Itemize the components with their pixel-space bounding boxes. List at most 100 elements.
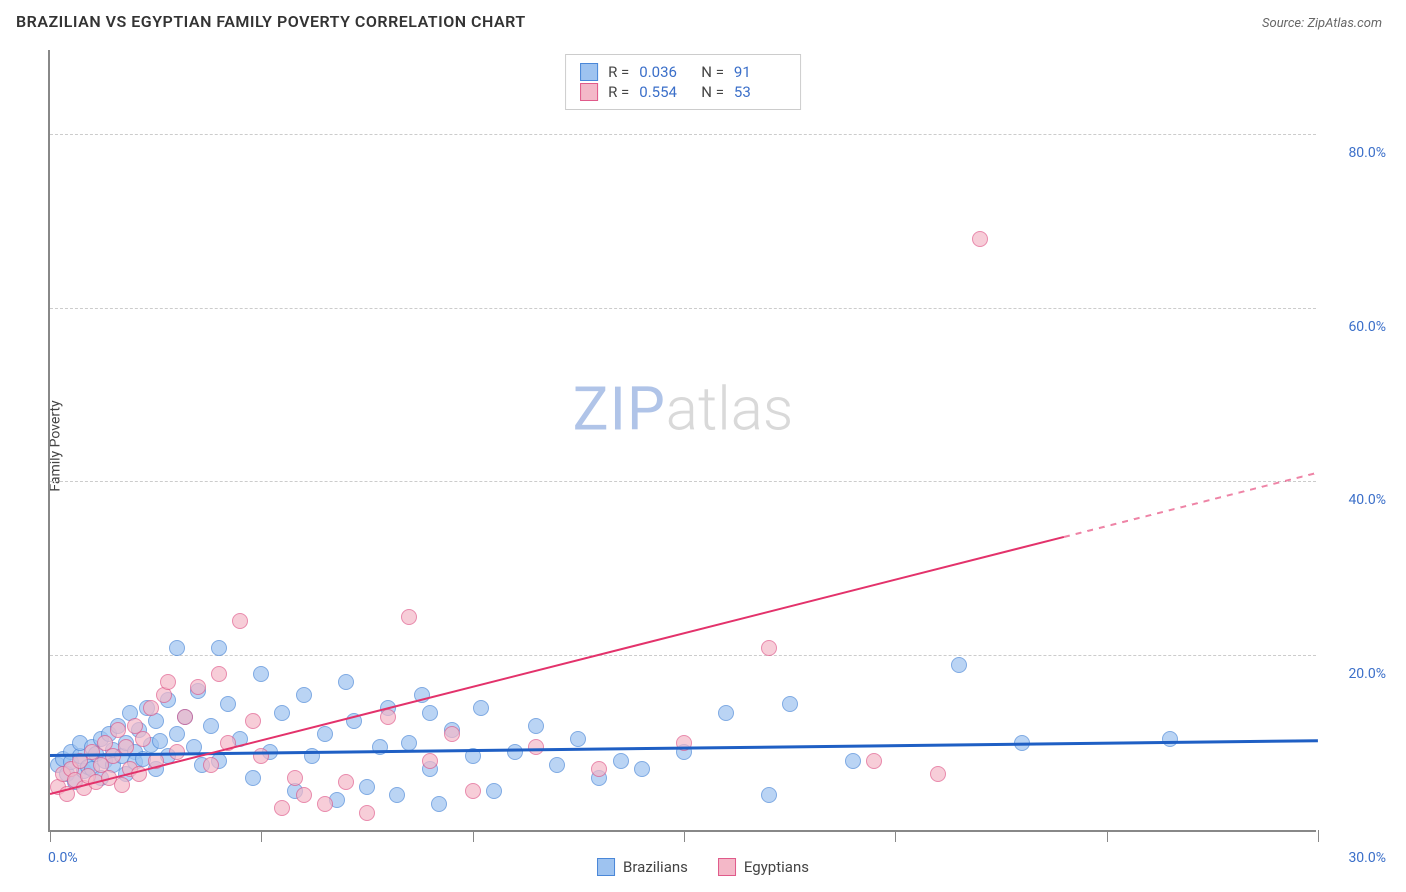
data-point xyxy=(143,700,159,716)
data-point xyxy=(372,739,388,755)
data-point xyxy=(296,787,312,803)
legend-swatch xyxy=(580,83,598,101)
data-point xyxy=(401,735,417,751)
data-point xyxy=(274,800,290,816)
n-label: N = xyxy=(701,83,724,101)
data-point xyxy=(359,779,375,795)
correlation-row: R = 0.036 N = 91 xyxy=(580,63,786,81)
data-point xyxy=(338,774,354,790)
data-point xyxy=(359,805,375,821)
data-point xyxy=(507,744,523,760)
series-legend: Brazilians Egyptians xyxy=(597,858,809,876)
data-point xyxy=(203,718,219,734)
x-tick-label: 30.0% xyxy=(1348,850,1386,866)
legend-swatch xyxy=(718,858,736,876)
data-point xyxy=(422,753,438,769)
y-tick-label: 60.0% xyxy=(1348,319,1386,335)
data-point xyxy=(389,787,405,803)
data-point xyxy=(114,777,130,793)
data-point xyxy=(613,753,629,769)
x-tick xyxy=(1107,830,1108,842)
data-point xyxy=(473,700,489,716)
data-point xyxy=(253,666,269,682)
n-label: N = xyxy=(701,63,724,81)
data-point xyxy=(570,731,586,747)
r-value: 0.036 xyxy=(639,63,691,81)
chart-title: BRAZILIAN VS EGYPTIAN FAMILY POVERTY COR… xyxy=(16,12,526,31)
data-point xyxy=(591,761,607,777)
data-point xyxy=(972,231,988,247)
n-value: 53 xyxy=(734,83,786,101)
data-point xyxy=(431,796,447,812)
data-point xyxy=(465,783,481,799)
data-point xyxy=(211,666,227,682)
data-point xyxy=(422,705,438,721)
legend-label: Egyptians xyxy=(744,858,809,876)
grid-line xyxy=(50,134,1316,135)
data-point xyxy=(211,640,227,656)
correlation-row: R = 0.554 N = 53 xyxy=(580,83,786,101)
x-tick xyxy=(1318,830,1319,842)
scatter-chart: ZIPatlas R =0.036N =91R =0.554N =53 20.0… xyxy=(48,50,1316,832)
r-value: 0.554 xyxy=(639,83,691,101)
source-prefix: Source: xyxy=(1262,16,1307,31)
legend-swatch xyxy=(597,858,615,876)
data-point xyxy=(220,696,236,712)
data-point xyxy=(634,761,650,777)
grid-line xyxy=(50,481,1316,482)
source-attribution: Source: ZipAtlas.com xyxy=(1262,12,1382,31)
r-label: R = xyxy=(608,63,629,81)
x-tick xyxy=(473,830,474,842)
data-point xyxy=(317,796,333,812)
data-point xyxy=(951,657,967,673)
data-point xyxy=(930,766,946,782)
watermark: ZIPatlas xyxy=(573,373,794,444)
x-tick xyxy=(50,830,51,842)
n-value: 91 xyxy=(734,63,786,81)
legend-swatch xyxy=(580,63,598,81)
data-point xyxy=(866,753,882,769)
x-tick xyxy=(684,830,685,842)
data-point xyxy=(160,674,176,690)
data-point xyxy=(761,640,777,656)
y-tick-label: 40.0% xyxy=(1348,492,1386,508)
x-tick xyxy=(895,830,896,842)
data-point xyxy=(232,613,248,629)
data-point xyxy=(317,726,333,742)
data-point xyxy=(782,696,798,712)
watermark-atlas: atlas xyxy=(666,373,794,444)
data-point xyxy=(287,770,303,786)
data-point xyxy=(401,609,417,625)
correlation-legend: R = 0.036 N = 91 R = 0.554 N = 53 xyxy=(565,54,801,110)
data-point xyxy=(177,709,193,725)
data-point xyxy=(152,733,168,749)
data-point xyxy=(135,731,151,747)
data-point xyxy=(444,726,460,742)
source-name: ZipAtlas.com xyxy=(1307,16,1382,31)
data-point xyxy=(203,757,219,773)
r-label: R = xyxy=(608,83,629,101)
grid-line xyxy=(50,655,1316,656)
data-point xyxy=(296,687,312,703)
watermark-zip: ZIP xyxy=(573,373,666,444)
data-point xyxy=(274,705,290,721)
grid-line xyxy=(50,308,1316,309)
legend-label: Brazilians xyxy=(623,858,688,876)
data-point xyxy=(169,726,185,742)
y-tick-label: 80.0% xyxy=(1348,145,1386,161)
data-point xyxy=(718,705,734,721)
data-point xyxy=(169,640,185,656)
data-point xyxy=(110,722,126,738)
x-tick-label: 0.0% xyxy=(48,850,78,866)
data-point xyxy=(245,713,261,729)
data-point xyxy=(190,679,206,695)
legend-item: Brazilians xyxy=(597,858,688,876)
data-point xyxy=(761,787,777,803)
y-tick-label: 20.0% xyxy=(1348,666,1386,682)
data-point xyxy=(486,783,502,799)
legend-item: Egyptians xyxy=(718,858,809,876)
data-point xyxy=(1162,731,1178,747)
data-point xyxy=(380,709,396,725)
data-point xyxy=(338,674,354,690)
data-point xyxy=(528,718,544,734)
